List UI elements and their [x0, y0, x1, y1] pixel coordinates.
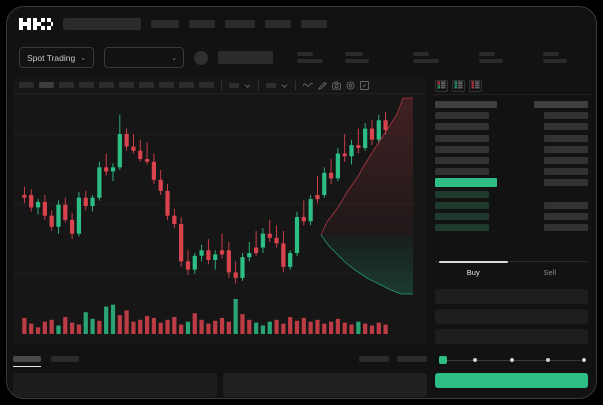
chart-svg [13, 97, 419, 334]
timeframe-15m[interactable] [59, 82, 74, 88]
orderbook-ask-row[interactable] [435, 121, 588, 132]
timeframe-1w[interactable] [159, 82, 174, 88]
app-screen: Spot Trading ⌄ ⌄ [7, 7, 596, 398]
tab-sell[interactable]: Sell [543, 268, 556, 277]
orderbook-ask-row[interactable] [435, 166, 588, 177]
last-price-value [218, 51, 274, 64]
toolbar-divider [258, 80, 259, 90]
coin-avatar [194, 50, 209, 65]
order-total-field[interactable] [435, 329, 588, 344]
chart-type-icon[interactable] [266, 82, 276, 88]
timeframe-5m[interactable] [39, 82, 54, 88]
slider-stop-100[interactable] [582, 358, 586, 362]
nav-item-markets[interactable] [151, 19, 179, 28]
market-header: Spot Trading ⌄ ⌄ [7, 40, 596, 75]
stat-24h-turnover [543, 52, 568, 63]
tab-open-orders[interactable] [13, 356, 41, 367]
trade-side-tabs: Buy Sell [435, 261, 588, 283]
indicator-dropdown-icon[interactable] [229, 82, 239, 88]
chevron-down-icon[interactable] [244, 82, 251, 89]
camera-snapshot-icon[interactable] [332, 81, 341, 90]
orderbook-mode-bids[interactable] [452, 79, 465, 92]
chart-panel [13, 77, 427, 345]
orderbook[interactable] [431, 95, 592, 255]
timeframe-1d[interactable] [139, 82, 154, 88]
toolbar-divider [221, 80, 222, 90]
settings-gear-icon[interactable] [346, 80, 355, 90]
stat-24h-volume [479, 52, 504, 63]
order-tabs [13, 352, 427, 367]
orderbook-ask-row[interactable] [435, 144, 588, 155]
trading-mode-label: Spot Trading [27, 52, 76, 63]
chevron-down-icon[interactable] [281, 82, 288, 89]
orderbook-mode-asks[interactable] [469, 79, 482, 92]
orderbook-toolbar [431, 77, 592, 95]
nav-item-trade[interactable] [189, 19, 215, 28]
timeframe-1mo[interactable] [179, 82, 194, 88]
bottom-panel-positions[interactable] [223, 373, 427, 397]
timeframe-4h[interactable] [119, 82, 134, 88]
orderbook-ask-row[interactable] [435, 155, 588, 166]
top-navigation-bar [7, 7, 596, 40]
draw-tool-icon[interactable] [318, 81, 327, 90]
nav-item-more[interactable] [301, 19, 327, 28]
trading-mode-select[interactable]: Spot Trading ⌄ [19, 47, 95, 68]
slider-stop-50[interactable] [509, 358, 514, 362]
orderbook-mode-both[interactable] [435, 79, 448, 92]
trading-pair-select[interactable]: ⌄ [104, 47, 185, 68]
tab-action-1[interactable] [359, 356, 389, 362]
slider-stop-75[interactable] [545, 358, 550, 362]
order-form [435, 289, 588, 344]
chevron-down-icon: ⌄ [171, 54, 178, 62]
timeframe-1h[interactable] [99, 82, 114, 88]
orderbook-ask-row[interactable] [435, 133, 588, 144]
timeframe-30m[interactable] [79, 82, 94, 88]
orderbook-bid-row[interactable] [435, 222, 588, 233]
tab-buy[interactable]: Buy [435, 261, 512, 283]
okx-logo[interactable] [19, 17, 53, 30]
chart-toolbar [13, 77, 427, 94]
toolbar-divider [295, 80, 296, 90]
search-input[interactable] [63, 17, 141, 30]
stat-24h-high [345, 52, 370, 63]
orderbook-bid-row[interactable] [435, 211, 588, 222]
nav-item-earn[interactable] [265, 19, 291, 28]
device-frame: Spot Trading ⌄ ⌄ [6, 6, 597, 399]
depth-overlay [320, 97, 413, 295]
candle-series [22, 112, 388, 284]
candlestick-chart[interactable] [13, 94, 427, 345]
bottom-panels [13, 373, 427, 397]
wave-indicator-icon[interactable] [303, 81, 313, 89]
orderbook-header-row [435, 99, 588, 110]
orderbook-last-price-row[interactable] [435, 177, 588, 188]
tab-action-2[interactable] [397, 356, 427, 362]
orderbook-ask-row[interactable] [435, 110, 588, 121]
tab-order-history[interactable] [51, 356, 79, 362]
fullscreen-expand-icon[interactable] [360, 80, 369, 90]
stat-24h-low [413, 52, 440, 63]
order-panel: Buy Sell [431, 77, 592, 397]
volume-series [22, 299, 388, 334]
stat-24h-change [297, 52, 324, 63]
order-price-field[interactable] [435, 289, 588, 304]
slider-handle[interactable] [439, 356, 447, 364]
chevron-down-icon: ⌄ [80, 54, 87, 62]
order-amount-field[interactable] [435, 309, 588, 324]
orderbook-bid-row[interactable] [435, 189, 588, 200]
timeframe-1m[interactable] [19, 82, 34, 88]
slider-stop-25[interactable] [473, 358, 478, 362]
timeframe-more[interactable] [199, 82, 214, 88]
bottom-panel-assets[interactable] [13, 373, 217, 397]
buy-submit-button[interactable] [435, 373, 588, 388]
orderbook-bid-row[interactable] [435, 200, 588, 211]
nav-item-derivatives[interactable] [225, 19, 255, 28]
amount-percent-slider[interactable] [439, 354, 586, 366]
